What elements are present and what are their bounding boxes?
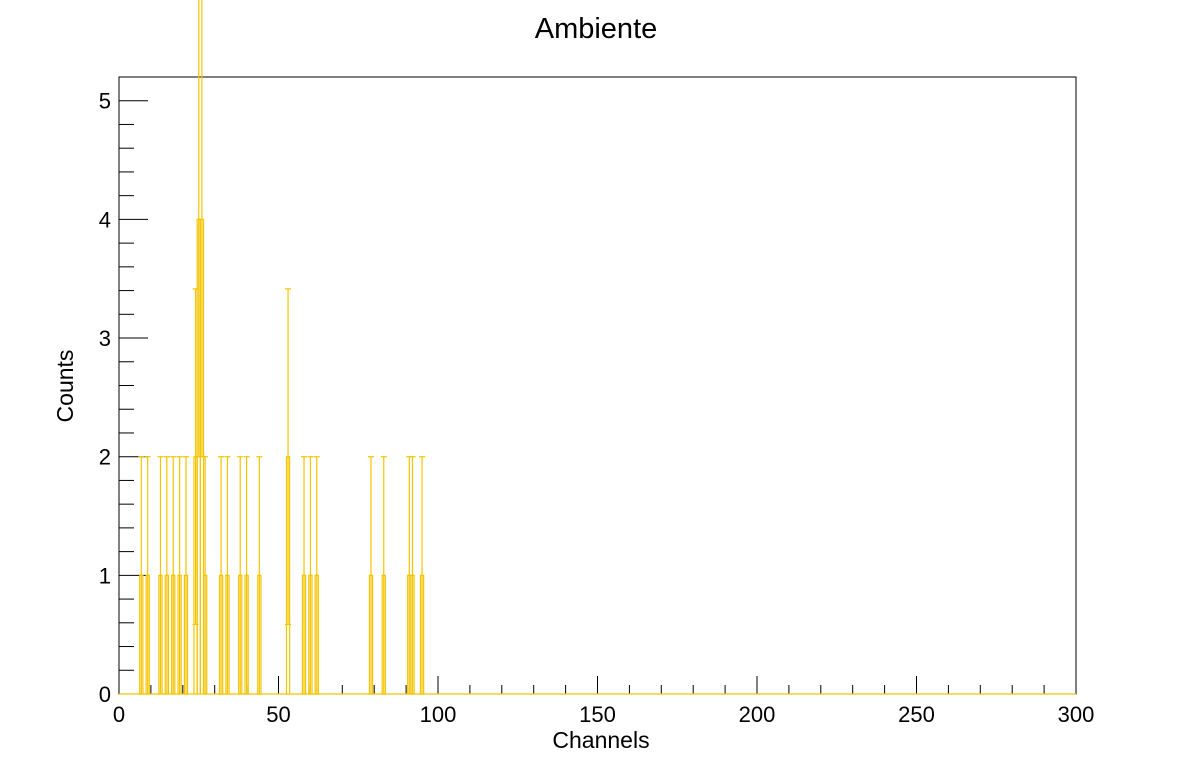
- chart-title: Ambiente: [535, 13, 658, 45]
- histogram-bin: [163, 456, 170, 695]
- x-tick-label: 200: [739, 702, 776, 727]
- histogram-bin: [307, 456, 314, 695]
- y-tick-label: 5: [99, 89, 111, 114]
- histogram-bin: [224, 456, 231, 695]
- x-tick-label: 50: [266, 702, 290, 727]
- y-tick-label: 0: [99, 682, 111, 707]
- histogram-series: [119, 0, 1076, 695]
- y-tick-label: 1: [99, 563, 111, 588]
- y-axis-label: Counts: [52, 350, 78, 423]
- y-tick-label: 2: [99, 445, 111, 470]
- x-axis-label: Channels: [552, 727, 649, 753]
- histogram-bin: [176, 456, 183, 695]
- histogram-bin: [182, 456, 189, 695]
- x-tick-label: 0: [113, 702, 125, 727]
- histogram-bin: [157, 456, 164, 695]
- histogram-bin: [380, 456, 387, 695]
- x-tick-label: 100: [420, 702, 457, 727]
- histogram-bin: [368, 456, 375, 695]
- x-axis: 0 50 100 150 200 250 300: [113, 676, 1094, 727]
- histogram-bin: [202, 456, 209, 695]
- histogram-bin: [409, 456, 416, 695]
- histogram-bin: [285, 288, 292, 694]
- y-tick-label: 3: [99, 326, 111, 351]
- histogram-bin: [218, 456, 225, 695]
- histogram-bin: [237, 456, 244, 695]
- histogram-bin: [138, 456, 145, 695]
- x-tick-label: 150: [579, 702, 616, 727]
- x-tick-label: 250: [898, 702, 935, 727]
- histogram-bin: [313, 456, 320, 695]
- plot-frame: [118, 76, 1077, 695]
- histogram-bin: [301, 456, 308, 695]
- y-axis: 0 1 2 3 4 5: [99, 76, 148, 707]
- x-tick-label: 300: [1058, 702, 1095, 727]
- histogram-bin: [243, 456, 250, 695]
- y-tick-label: 4: [99, 207, 111, 232]
- histogram-bin: [144, 456, 151, 695]
- histogram-bin: [419, 456, 426, 695]
- histogram-bin: [256, 456, 263, 695]
- histogram-bin: [170, 456, 177, 695]
